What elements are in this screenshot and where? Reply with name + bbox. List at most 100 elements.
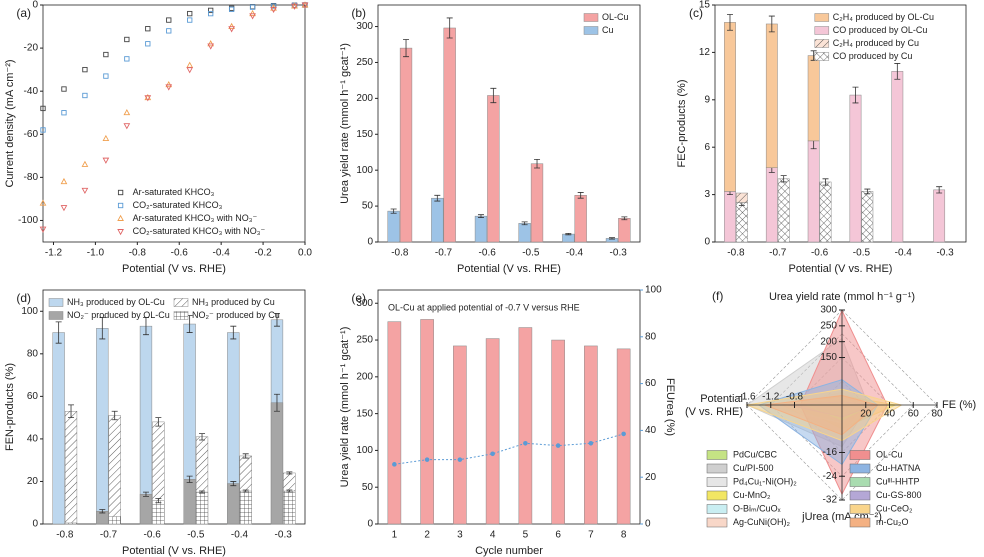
x-tick-label: -0.4 xyxy=(231,530,249,541)
x-tick-label: -0.8 xyxy=(391,248,409,259)
error-bar xyxy=(186,475,193,483)
data-point xyxy=(270,6,277,14)
bar xyxy=(530,163,544,243)
data-point xyxy=(145,41,151,47)
x-tick-label: 6 xyxy=(555,530,561,541)
legend-marker xyxy=(117,202,124,209)
radar-tick-label: 40 xyxy=(884,409,896,420)
data-point xyxy=(123,123,131,130)
x-tick-label: -0.7 xyxy=(100,530,118,541)
radar-tick-label: 60 xyxy=(908,409,920,420)
y-tick-label: 200 xyxy=(356,371,373,382)
y-tick-label: 3 xyxy=(704,189,710,200)
bar xyxy=(518,223,531,243)
plot-frame xyxy=(42,4,306,243)
legend-swatch xyxy=(849,517,871,528)
bar-hatch xyxy=(861,191,873,242)
legend-label: OL-Cu xyxy=(602,12,629,22)
radar-tick-label: 250 xyxy=(820,320,837,331)
x-tick-label: 4 xyxy=(490,530,496,541)
y-tick-label: 150 xyxy=(356,129,373,140)
legend-swatch xyxy=(849,504,871,514)
x-tick-label: -0.4 xyxy=(213,248,231,259)
bar xyxy=(139,493,153,525)
data-point xyxy=(187,10,193,17)
plot-frame xyxy=(377,289,641,525)
legend-swatch xyxy=(849,450,871,460)
bar-hatch xyxy=(152,421,165,524)
error-bar xyxy=(199,433,206,441)
error-bar xyxy=(68,404,75,419)
radar-axis-title: Urea yield rate (mmol h⁻¹ g⁻¹) xyxy=(769,291,915,303)
data-point xyxy=(81,187,89,195)
panel-label: (d) xyxy=(16,291,31,305)
panel-label: (a) xyxy=(16,6,31,20)
data-point xyxy=(145,26,151,32)
data-point xyxy=(61,110,67,116)
y2-tick-label: 20 xyxy=(645,472,657,483)
data-point xyxy=(165,80,173,88)
legend-label: CO produced by OL-Cu xyxy=(833,25,928,35)
y-tick-label: 6 xyxy=(704,142,710,153)
y-tick-label: 12 xyxy=(699,47,711,58)
y-tick-label: 15 xyxy=(699,0,711,11)
error-bar xyxy=(111,410,118,421)
error-bar xyxy=(242,453,249,459)
data-point xyxy=(165,84,173,91)
legend-swatch xyxy=(849,463,871,474)
bar-hatch xyxy=(108,516,121,524)
radar-tick-label: -32 xyxy=(823,495,838,506)
x-axis-label: Potential (V vs. RHE) xyxy=(122,545,226,557)
y2-tick-label: 80 xyxy=(645,331,657,342)
error-bar xyxy=(99,317,106,340)
legend-label: C₂H₄ produced by OL-Cu xyxy=(833,12,934,22)
data-point xyxy=(291,3,298,10)
bar xyxy=(551,339,565,525)
panel-label: (c) xyxy=(689,6,703,20)
bar-hatch xyxy=(65,522,77,524)
legend-swatch xyxy=(706,517,728,528)
legend-label: CO produced by Cu xyxy=(833,51,913,61)
data-point xyxy=(249,13,256,20)
data-point xyxy=(208,10,214,17)
x-tick-label: 0.0 xyxy=(298,248,312,259)
error-bar xyxy=(477,214,484,218)
error-bar xyxy=(534,159,541,169)
data-point xyxy=(60,177,68,185)
data-point xyxy=(60,205,68,212)
bar xyxy=(616,348,631,525)
y-axis-label: Current density (mA cm⁻²) xyxy=(4,59,16,187)
x-tick-label: -0.4 xyxy=(895,248,913,259)
legend-label: PdCu/CBC xyxy=(733,449,778,459)
line-point xyxy=(490,451,495,457)
data-point xyxy=(82,92,88,99)
data-point xyxy=(301,2,309,9)
data-point xyxy=(207,43,215,50)
data-point xyxy=(187,17,193,23)
radar-tick-label: 80 xyxy=(931,409,943,420)
legend-label: Cu xyxy=(602,25,614,35)
radar-tick-label: -16 xyxy=(823,447,838,458)
y-tick-label: 60 xyxy=(27,391,39,402)
legend-label: Ar-saturated KHCO₃ xyxy=(133,187,215,197)
error-bar xyxy=(286,489,293,493)
legend-hatch xyxy=(814,39,829,48)
legend-label: Pd₄Cu₁-Ni(OH)₂ xyxy=(733,476,797,486)
x-tick-label: -0.3 xyxy=(936,248,954,259)
data-point xyxy=(207,40,215,47)
error-bar xyxy=(521,221,528,226)
legend-label: m-Cu₂O xyxy=(876,517,909,527)
radar-axis-title: (V vs. RHE) xyxy=(685,406,743,418)
legend-label: C₂H₄ produced by Cu xyxy=(833,38,919,48)
error-bar xyxy=(577,192,584,199)
error-bar xyxy=(286,471,293,475)
line-point xyxy=(621,431,626,437)
error-bar xyxy=(242,489,249,493)
error-bar xyxy=(230,481,237,487)
x-tick-label: -0.6 xyxy=(144,530,162,541)
x-tick-label: -0.6 xyxy=(811,248,829,259)
x-tick-label: 2 xyxy=(424,530,430,541)
bar xyxy=(387,321,402,525)
legend-label: OL-Cu xyxy=(876,449,903,459)
